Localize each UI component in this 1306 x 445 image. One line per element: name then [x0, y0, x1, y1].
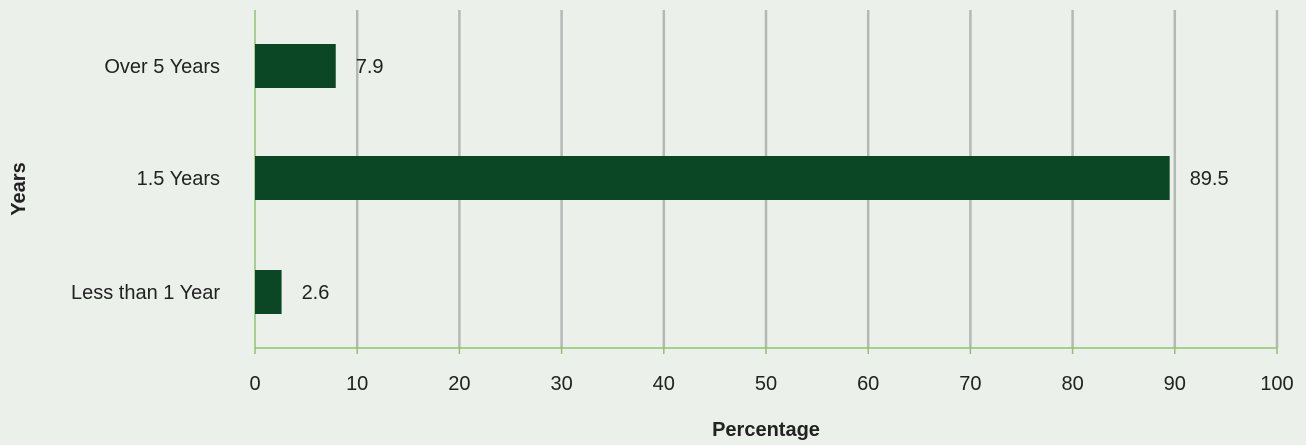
y-axis-title: Years — [8, 162, 30, 215]
category-label: 1.5 Years — [137, 168, 220, 190]
category-label: Less than 1 Year — [71, 282, 220, 304]
x-tick-label: 10 — [346, 373, 368, 395]
x-tick-label: 20 — [448, 373, 470, 395]
x-tick-label: 70 — [959, 373, 981, 395]
bar — [255, 44, 336, 88]
x-tick-label: 80 — [1061, 373, 1083, 395]
value-label: 7.9 — [356, 56, 384, 78]
x-tick-label: 30 — [550, 373, 572, 395]
bar — [255, 270, 282, 314]
category-label: Over 5 Years — [104, 56, 220, 78]
value-label: 2.6 — [302, 282, 330, 304]
bars — [255, 44, 1170, 314]
x-tick-label: 0 — [249, 373, 260, 395]
x-tick-label: 60 — [857, 373, 879, 395]
x-tick-label: 90 — [1164, 373, 1186, 395]
x-axis-title: Percentage — [712, 419, 820, 441]
value-label: 89.5 — [1190, 168, 1229, 190]
x-tick-label: 100 — [1260, 373, 1293, 395]
labels: 0 10 20 30 40 50 60 70 80 90 100 Over 5 Years 7.9 1.5… — [71, 56, 1294, 395]
x-tick-label: 50 — [755, 373, 777, 395]
bar — [255, 156, 1170, 200]
x-tick-label: 40 — [653, 373, 675, 395]
